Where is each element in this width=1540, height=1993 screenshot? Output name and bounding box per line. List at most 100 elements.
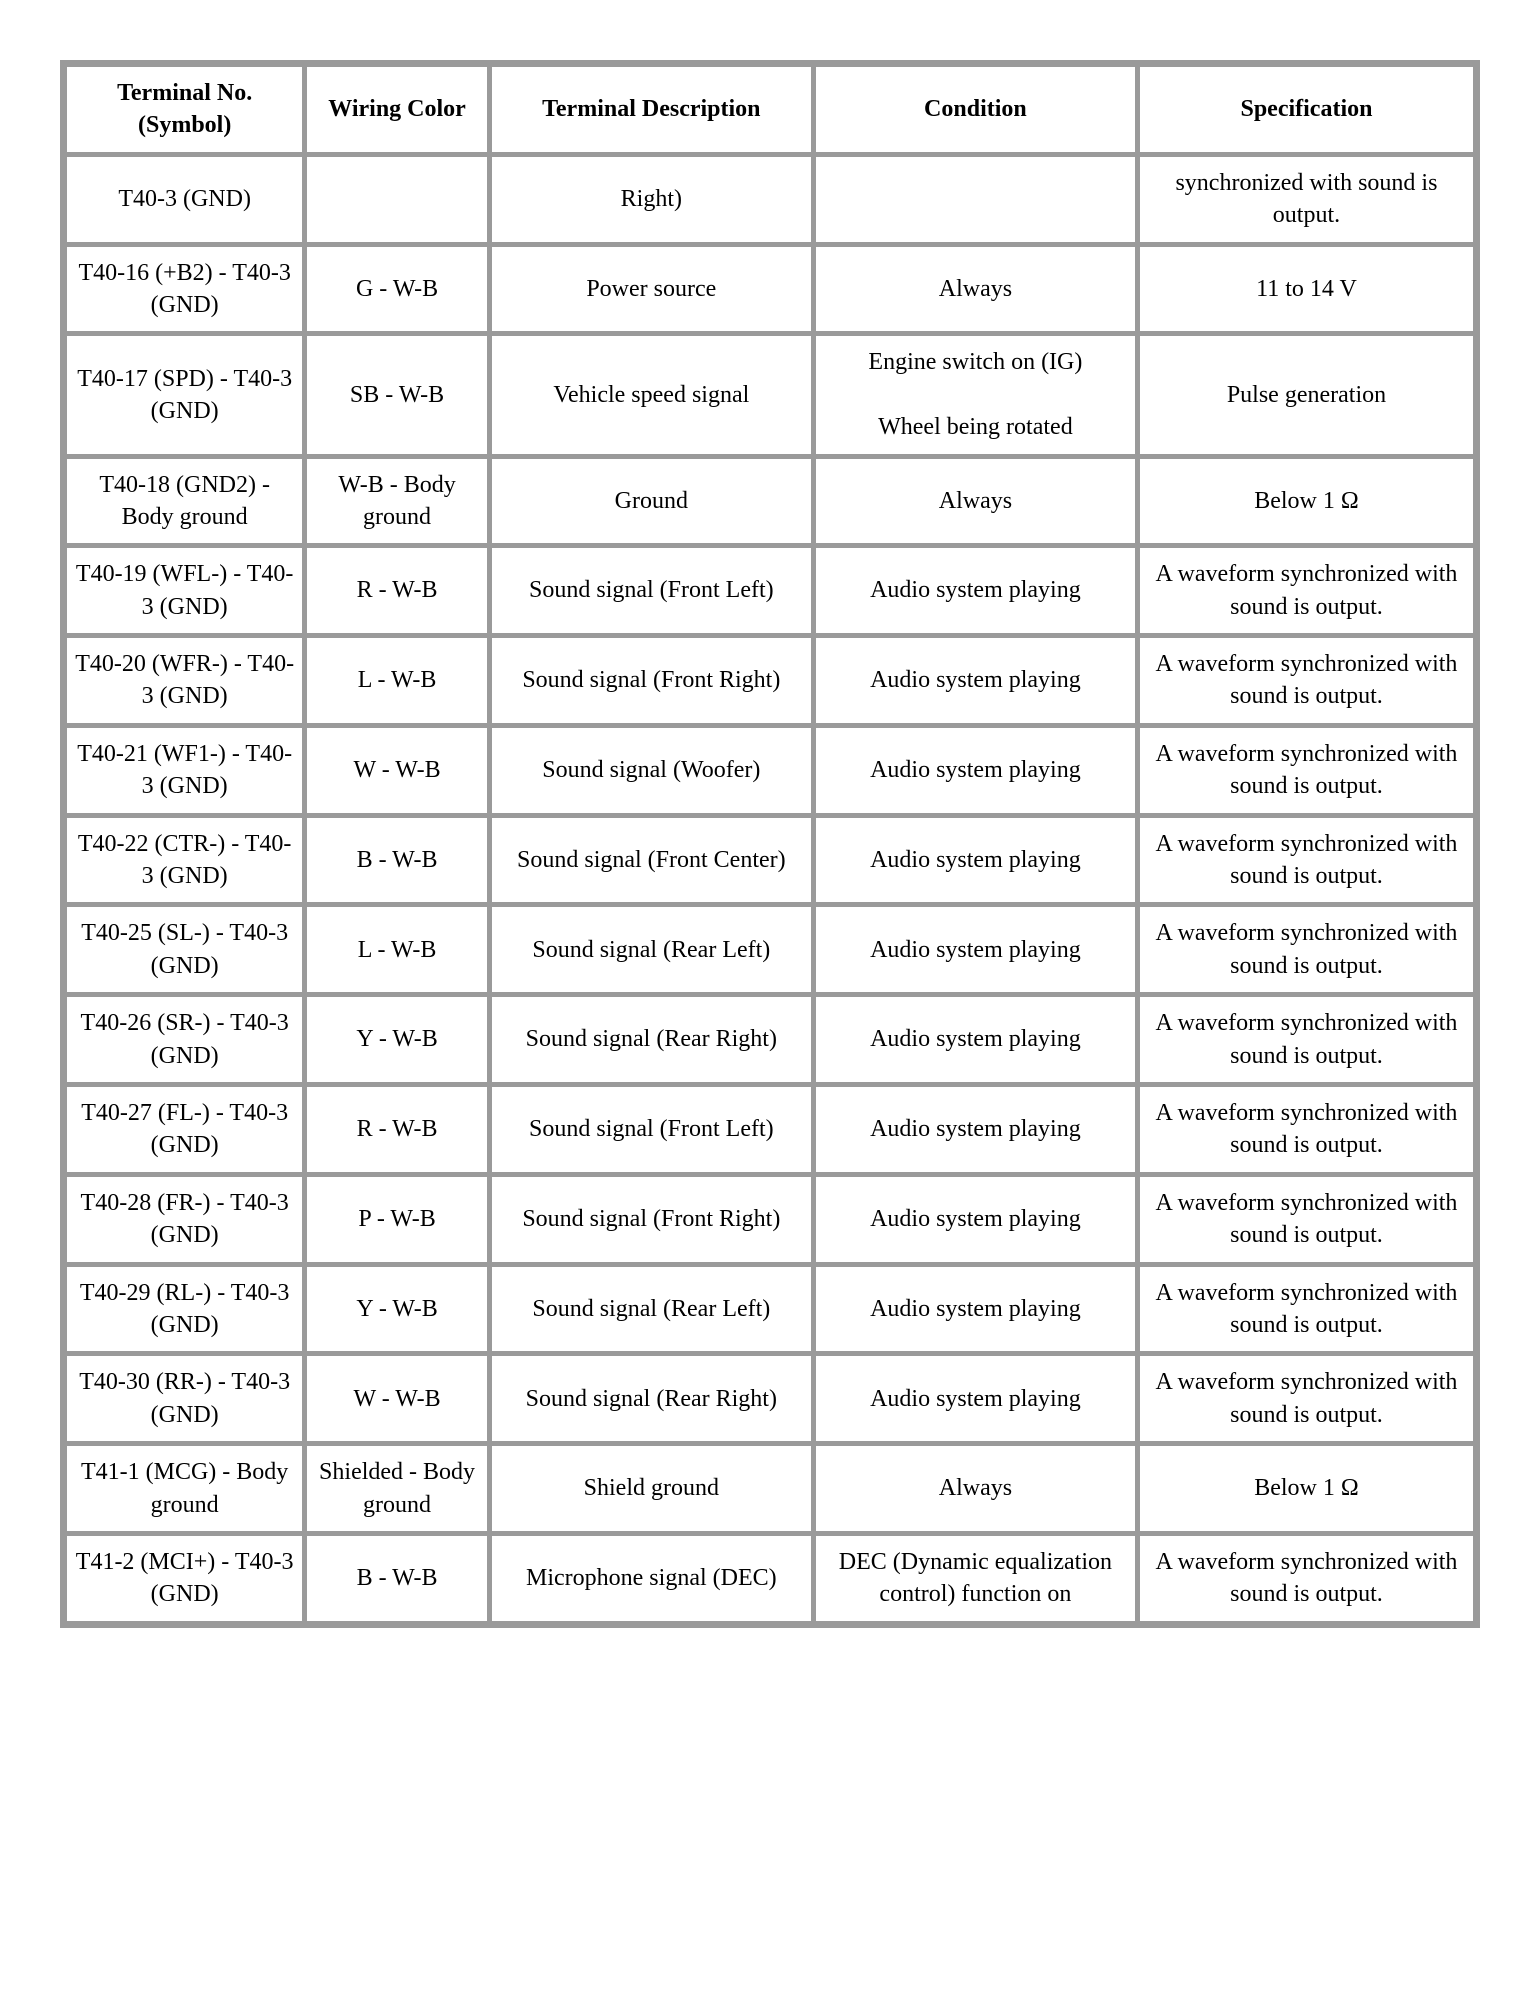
table-cell: Audio system playing	[815, 727, 1136, 814]
table-cell: Audio system playing	[815, 996, 1136, 1083]
table-cell: Vehicle speed signal	[491, 335, 812, 454]
table-cell: Below 1 Ω	[1139, 458, 1474, 545]
table-row: T40-30 (RR-) - T40-3 (GND)W - W-BSound s…	[66, 1355, 1474, 1442]
table-cell: T40-3 (GND)	[66, 156, 303, 243]
table-cell: Engine switch on (IG)Wheel being rotated	[815, 335, 1136, 454]
table-cell: W - W-B	[306, 727, 487, 814]
table-row: T40-26 (SR-) - T40-3 (GND)Y - W-BSound s…	[66, 996, 1474, 1083]
table-cell: T41-2 (MCI+) - T40-3 (GND)	[66, 1535, 303, 1622]
table-cell: SB - W-B	[306, 335, 487, 454]
table-cell: A waveform synchronized with sound is ou…	[1139, 547, 1474, 634]
table-cell: Power source	[491, 246, 812, 333]
table-row: T41-1 (MCG) - Body groundShielded - Body…	[66, 1445, 1474, 1532]
table-cell: A waveform synchronized with sound is ou…	[1139, 1086, 1474, 1173]
table-cell: Audio system playing	[815, 547, 1136, 634]
table-cell: W - W-B	[306, 1355, 487, 1442]
table-cell: Sound signal (Rear Left)	[491, 906, 812, 993]
table-cell: Audio system playing	[815, 906, 1136, 993]
table-row: T40-21 (WF1-) - T40-3 (GND)W - W-BSound …	[66, 727, 1474, 814]
table-cell: T40-28 (FR-) - T40-3 (GND)	[66, 1176, 303, 1263]
table-cell: A waveform synchronized with sound is ou…	[1139, 1176, 1474, 1263]
table-cell: T40-18 (GND2) - Body ground	[66, 458, 303, 545]
table-cell: T40-25 (SL-) - T40-3 (GND)	[66, 906, 303, 993]
table-row: T40-17 (SPD) - T40-3 (GND)SB - W-BVehicl…	[66, 335, 1474, 454]
table-cell: Sound signal (Front Right)	[491, 637, 812, 724]
table-cell: T41-1 (MCG) - Body ground	[66, 1445, 303, 1532]
table-cell: A waveform synchronized with sound is ou…	[1139, 1266, 1474, 1353]
table-cell: L - W-B	[306, 906, 487, 993]
table-cell: Sound signal (Front Right)	[491, 1176, 812, 1263]
table-cell: R - W-B	[306, 547, 487, 634]
table-row: T40-20 (WFR-) - T40-3 (GND)L - W-BSound …	[66, 637, 1474, 724]
table-cell: T40-21 (WF1-) - T40-3 (GND)	[66, 727, 303, 814]
table-cell: A waveform synchronized with sound is ou…	[1139, 727, 1474, 814]
table-cell: T40-17 (SPD) - T40-3 (GND)	[66, 335, 303, 454]
table-cell: P - W-B	[306, 1176, 487, 1263]
table-cell: DEC (Dynamic equalization control) funct…	[815, 1535, 1136, 1622]
table-cell: T40-30 (RR-) - T40-3 (GND)	[66, 1355, 303, 1442]
table-cell: Audio system playing	[815, 817, 1136, 904]
table-row: T40-29 (RL-) - T40-3 (GND)Y - W-BSound s…	[66, 1266, 1474, 1353]
col-header-cond: Condition	[815, 66, 1136, 153]
table-body: T40-3 (GND) Right) synchronized with sound…	[66, 156, 1474, 1622]
table-row: T40-22 (CTR-) - T40-3 (GND)B - W-BSound …	[66, 817, 1474, 904]
table-cell: Audio system playing	[815, 1086, 1136, 1173]
table-cell: Sound signal (Front Left)	[491, 547, 812, 634]
table-cell: A waveform synchronized with sound is ou…	[1139, 1355, 1474, 1442]
table-cell: A waveform synchronized with sound is ou…	[1139, 906, 1474, 993]
table-cell: T40-22 (CTR-) - T40-3 (GND)	[66, 817, 303, 904]
table-cell: Ground	[491, 458, 812, 545]
table-cell: A waveform synchronized with sound is ou…	[1139, 1535, 1474, 1622]
table-cell: Audio system playing	[815, 637, 1136, 724]
table-cell: Shielded - Body ground	[306, 1445, 487, 1532]
table-cell	[306, 156, 487, 243]
table-cell: Microphone signal (DEC)	[491, 1535, 812, 1622]
table-row: T40-19 (WFL-) - T40-3 (GND)R - W-BSound …	[66, 547, 1474, 634]
table-cell: Always	[815, 246, 1136, 333]
col-header-desc: Terminal Description	[491, 66, 812, 153]
table-cell: A waveform synchronized with sound is ou…	[1139, 637, 1474, 724]
table-row: T40-25 (SL-) - T40-3 (GND)L - W-BSound s…	[66, 906, 1474, 993]
terminal-spec-table: Terminal No. (Symbol) Wiring Color Termi…	[60, 60, 1480, 1628]
table-cell: Shield ground	[491, 1445, 812, 1532]
table-cell: T40-20 (WFR-) - T40-3 (GND)	[66, 637, 303, 724]
table-row: T40-16 (+B2) - T40-3 (GND)G - W-BPower s…	[66, 246, 1474, 333]
table-cell: Pulse generation	[1139, 335, 1474, 454]
table-cell: T40-26 (SR-) - T40-3 (GND)	[66, 996, 303, 1083]
table-cell: Audio system playing	[815, 1355, 1136, 1442]
table-cell: A waveform synchronized with sound is ou…	[1139, 817, 1474, 904]
table-cell: T40-16 (+B2) - T40-3 (GND)	[66, 246, 303, 333]
col-header-terminal: Terminal No. (Symbol)	[66, 66, 303, 153]
table-header: Terminal No. (Symbol) Wiring Color Termi…	[66, 66, 1474, 153]
table-row: T40-28 (FR-) - T40-3 (GND)P - W-BSound s…	[66, 1176, 1474, 1263]
table-row: T40-18 (GND2) - Body groundW-B - Body gr…	[66, 458, 1474, 545]
table-cell: Right)	[491, 156, 812, 243]
table-cell: B - W-B	[306, 1535, 487, 1622]
table-cell: A waveform synchronized with sound is ou…	[1139, 996, 1474, 1083]
table-cell: Sound signal (Rear Left)	[491, 1266, 812, 1353]
table-cell: Sound signal (Rear Right)	[491, 1355, 812, 1442]
table-cell: Sound signal (Front Left)	[491, 1086, 812, 1173]
table-cell	[815, 156, 1136, 243]
table-cell: Sound signal (Rear Right)	[491, 996, 812, 1083]
table-cell: T40-19 (WFL-) - T40-3 (GND)	[66, 547, 303, 634]
table-cell: Sound signal (Woofer)	[491, 727, 812, 814]
col-header-spec: Specification	[1139, 66, 1474, 153]
table-row: T40-3 (GND) Right) synchronized with sound…	[66, 156, 1474, 243]
table-cell: 11 to 14 V	[1139, 246, 1474, 333]
table-row: T40-27 (FL-) - T40-3 (GND)R - W-BSound s…	[66, 1086, 1474, 1173]
table-cell: Sound signal (Front Center)	[491, 817, 812, 904]
col-header-wiring: Wiring Color	[306, 66, 487, 153]
table-cell: Below 1 Ω	[1139, 1445, 1474, 1532]
table-cell: L - W-B	[306, 637, 487, 724]
table-cell: Always	[815, 458, 1136, 545]
table-cell: B - W-B	[306, 817, 487, 904]
table-cell: G - W-B	[306, 246, 487, 333]
table-cell: Audio system playing	[815, 1176, 1136, 1263]
table-cell: R - W-B	[306, 1086, 487, 1173]
table-cell: T40-27 (FL-) - T40-3 (GND)	[66, 1086, 303, 1173]
table-cell: Always	[815, 1445, 1136, 1532]
table-cell: synchronized with sound is output.	[1139, 156, 1474, 243]
table-row: T41-2 (MCI+) - T40-3 (GND)B - W-BMicroph…	[66, 1535, 1474, 1622]
table-cell: Y - W-B	[306, 1266, 487, 1353]
